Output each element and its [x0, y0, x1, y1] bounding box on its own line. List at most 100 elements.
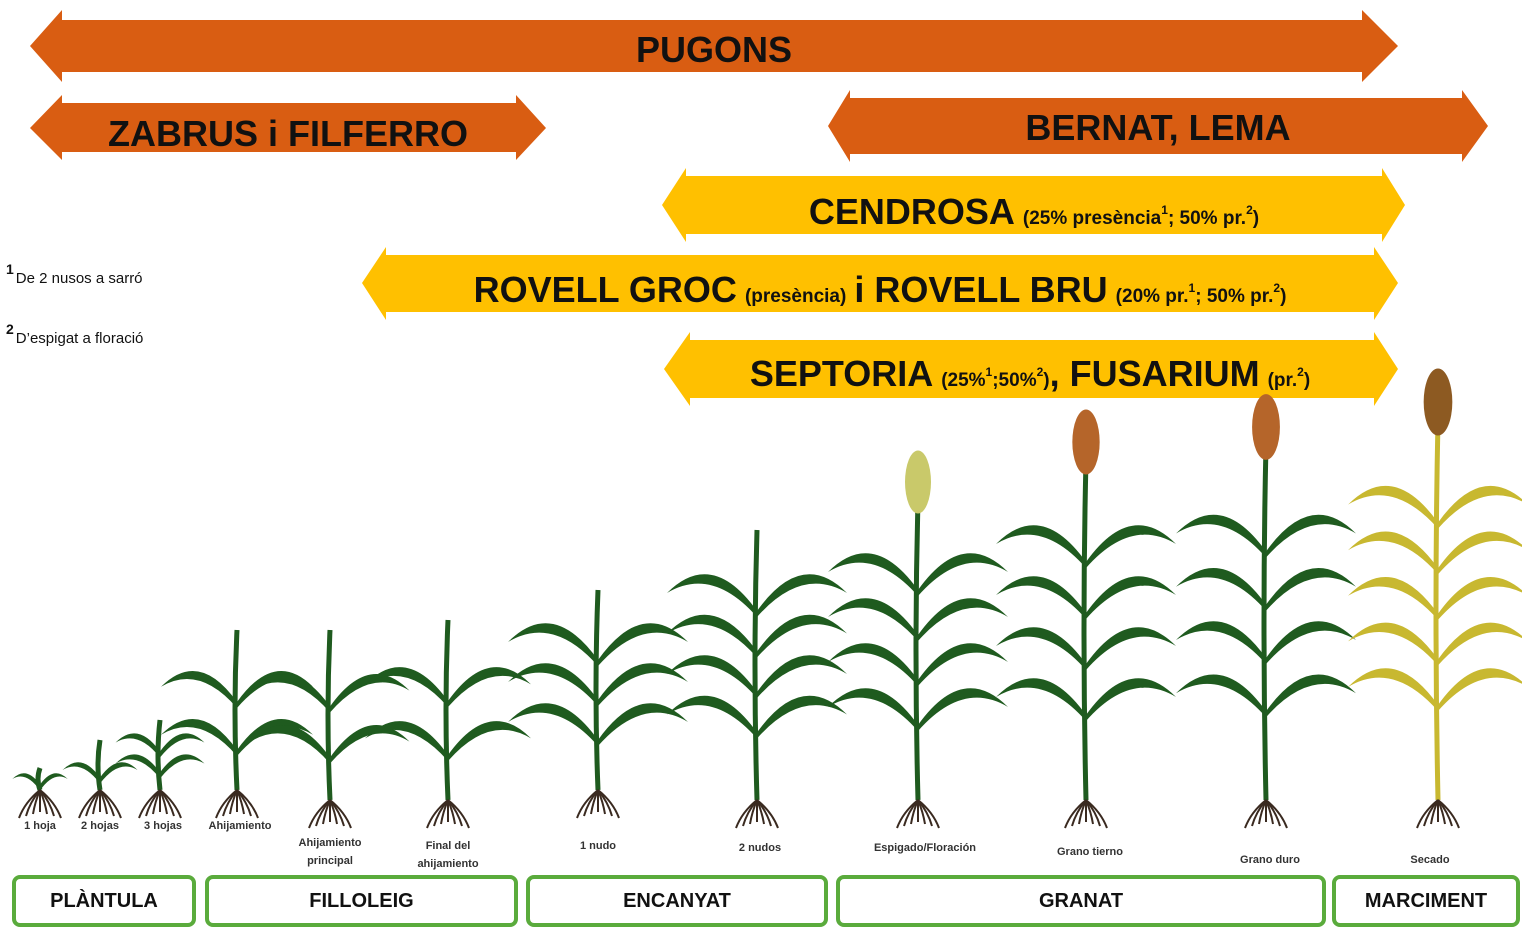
leaf [508, 623, 598, 666]
stage-label: 2 nudos [705, 839, 815, 857]
phase-box: PLÀNTULA [12, 875, 196, 927]
leaf [1348, 577, 1438, 620]
leaf [828, 598, 918, 641]
leaf [1348, 531, 1438, 574]
arrow-label: ZABRUS i FILFERRO [108, 113, 468, 154]
label-part: ) [1304, 370, 1310, 391]
label-part: ; 50% pr. [1195, 286, 1273, 307]
stem [596, 590, 598, 790]
leaf [1176, 568, 1266, 611]
stage-label: Final del ahijamiento [408, 837, 488, 873]
label-part: CENDROSA [809, 191, 1015, 232]
label-part: PUGONS [636, 29, 792, 70]
ear [1252, 394, 1280, 460]
leaf [996, 525, 1086, 568]
leaf [1348, 486, 1438, 529]
leaf [1266, 621, 1356, 664]
label-part: ; 50% pr. [1168, 208, 1246, 229]
plants [12, 369, 1522, 829]
stem [1264, 445, 1266, 800]
footnote-mark: 2 [6, 321, 14, 337]
leaf [1176, 515, 1266, 558]
leaf [1266, 568, 1356, 611]
leaf [1348, 668, 1438, 711]
arrow-label: PUGONS [636, 29, 792, 70]
label-part: (25% presència [1023, 208, 1162, 229]
footnote-text: D’espigat a floració [16, 330, 144, 347]
leaf [918, 598, 1008, 641]
ear [905, 451, 931, 514]
leaf [330, 725, 410, 763]
leaf [918, 553, 1008, 596]
footnote: 2D’espigat a floració [6, 330, 143, 347]
leaf [1266, 675, 1356, 718]
leaf [508, 663, 598, 706]
label-part: ;50% [992, 370, 1036, 391]
leaf [1086, 576, 1176, 619]
stem [328, 630, 330, 800]
phase-box: FILLOLEIG [205, 875, 518, 927]
diagram: PUGONS ZABRUS i FILFERRO BERNAT, LEMA CE… [0, 0, 1522, 934]
label-part: (25% [941, 370, 985, 391]
leaf [1266, 515, 1356, 558]
leaf [161, 719, 237, 756]
leaf [1086, 678, 1176, 721]
leaf [996, 627, 1086, 670]
leaf [996, 678, 1086, 721]
label-part: ) [1280, 286, 1286, 307]
leaf [757, 574, 847, 617]
arrow [662, 168, 1405, 242]
leaf [1438, 668, 1522, 711]
leaf [116, 733, 161, 757]
stem [916, 500, 918, 800]
stage-label: 1 nudo [543, 837, 653, 855]
label-part: ZABRUS i FILFERRO [108, 113, 468, 154]
leaf [757, 655, 847, 698]
leaf [100, 762, 138, 783]
stage-label: Espigado/Floración [870, 839, 980, 857]
leaf [1438, 623, 1522, 666]
leaf [1086, 525, 1176, 568]
label-part: i ROVELL BRU [854, 269, 1107, 310]
stem [1084, 460, 1086, 800]
leaf [918, 688, 1008, 731]
leaf [828, 643, 918, 686]
stem [755, 530, 757, 800]
label-part: (pr. [1268, 370, 1298, 391]
leaf [40, 773, 68, 790]
stage-label: Ahijamiento principal [290, 834, 370, 870]
leaf [365, 667, 448, 707]
leaf [448, 721, 531, 761]
arrows: PUGONS ZABRUS i FILFERRO BERNAT, LEMA CE… [30, 10, 1488, 406]
leaf [160, 733, 205, 757]
stage-label: Secado [1375, 851, 1485, 869]
leaf [1086, 627, 1176, 670]
ear [1424, 369, 1453, 436]
stem [235, 630, 237, 790]
leaf [1176, 621, 1266, 664]
label-part: (20% pr. [1116, 286, 1189, 307]
leaf [667, 574, 757, 617]
leaf [63, 762, 101, 783]
leaf [160, 754, 205, 778]
label-part: ROVELL GROC [474, 269, 737, 310]
leaf [918, 643, 1008, 686]
footnote-text: De 2 nusos a sarró [16, 270, 143, 287]
label-part: (presència) [745, 286, 846, 307]
leaf [1176, 675, 1266, 718]
stage-label: Ahijamiento [185, 817, 295, 835]
footnote-mark: 1 [6, 261, 14, 277]
stem [1436, 420, 1438, 800]
page: PUGONS ZABRUS i FILFERRO BERNAT, LEMA CE… [0, 0, 1522, 934]
leaf [1438, 486, 1522, 529]
stage-label: Grano tierno [1035, 843, 1145, 861]
phase-box: GRANAT [836, 875, 1326, 927]
label-part: ) [1253, 208, 1259, 229]
arrow-label: BERNAT, LEMA [1025, 107, 1290, 148]
leaf [598, 623, 688, 666]
stem [446, 620, 448, 800]
label-part: , FUSARIUM [1050, 353, 1260, 394]
label-part: SEPTORIA [750, 353, 933, 394]
leaf [161, 671, 237, 708]
leaf [1348, 623, 1438, 666]
